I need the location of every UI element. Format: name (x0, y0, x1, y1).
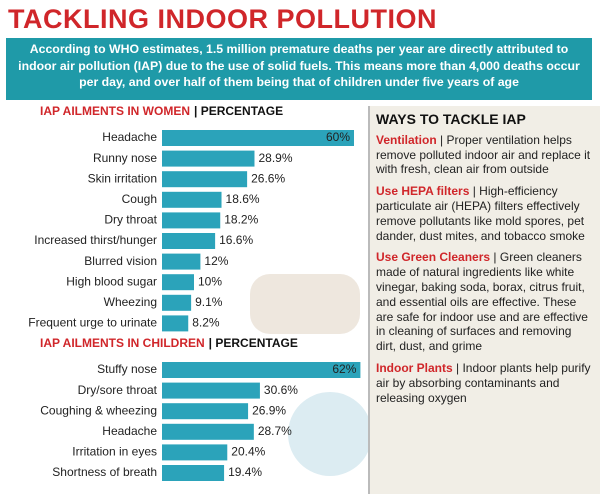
value-label: 28.7% (258, 424, 292, 438)
tip-heading: Indoor Plants (376, 360, 453, 375)
value-label: 8.2% (192, 316, 220, 330)
chart-subtitle: | PERCENTAGE (209, 336, 298, 350)
bar (162, 171, 248, 188)
value-label: 12% (204, 254, 228, 268)
bar (162, 253, 201, 270)
chart-title: IAP AILMENTS IN CHILDREN | PERCENTAGE (40, 336, 298, 350)
category-label: Coughing & wheezing (40, 403, 157, 417)
category-label: Skin irritation (88, 171, 157, 185)
value-label: 16.6% (219, 233, 253, 247)
intro: According to WHO estimates, 1.5 million … (6, 38, 592, 100)
page-title: TACKLING INDOOR POLLUTION (8, 4, 437, 34)
category-label: Irritation in eyes (72, 445, 157, 459)
bar (162, 403, 249, 420)
value-label: 62% (332, 362, 356, 376)
tip-text: | Indoor plants help purify air by absor… (376, 360, 591, 405)
sidebar: WAYS TO TACKLE IAP Ventilation | Proper … (368, 106, 600, 494)
bar (162, 212, 221, 229)
tip-text: | Green cleaners made of natural ingredi… (376, 250, 588, 354)
value-label: 19.4% (228, 465, 262, 479)
bar (162, 423, 254, 440)
tip-text: | Proper ventilation helps remove pollut… (376, 132, 591, 177)
sidebar-title: WAYS TO TACKLE IAP (376, 111, 526, 127)
photo-placeholder (250, 274, 360, 334)
category-label: Dry throat (104, 213, 157, 227)
bar (162, 191, 222, 208)
category-label: Stuffy nose (97, 362, 157, 376)
chart-title-text: IAP AILMENTS IN WOMEN (40, 104, 190, 118)
value-label: 18.2% (224, 213, 258, 227)
value-label: 10% (198, 274, 222, 288)
tip-text: | High-efficiency particulate air (HEPA)… (376, 184, 585, 243)
bar (162, 150, 255, 167)
bar (162, 444, 228, 461)
category-label: High blood sugar (66, 274, 157, 288)
category-label: Shortness of breath (52, 465, 157, 479)
bar (162, 465, 225, 481)
category-label: Cough (122, 192, 157, 206)
category-label: Frequent urge to urinate (28, 316, 157, 330)
chart-title-text: IAP AILMENTS IN CHILDREN (40, 336, 205, 350)
tip: Indoor Plants | Indoor plants help purif… (376, 361, 594, 405)
tip: Ventilation | Proper ventilation helps r… (376, 133, 594, 177)
bar (162, 274, 194, 291)
value-label: 26.9% (252, 403, 286, 417)
value-label: 26.6% (251, 171, 285, 185)
tip: Use HEPA filters | High-efficiency parti… (376, 184, 594, 243)
value-label: 30.6% (264, 383, 298, 397)
category-label: Wheezing (104, 295, 157, 309)
tip-heading: Use HEPA filters (376, 184, 470, 199)
value-label: 60% (326, 130, 350, 144)
category-label: Blurred vision (84, 254, 157, 268)
bar (162, 382, 260, 399)
tip: Use Green Cleaners | Green cleaners made… (376, 250, 594, 354)
tip-heading: Use Green Cleaners (376, 250, 491, 265)
value-label: 18.6% (226, 192, 260, 206)
category-label: Increased thirst/hunger (34, 233, 157, 247)
value-label: 28.9% (258, 151, 292, 165)
charts: IAP AILMENTS IN WOMEN | PERCENTAGE Headach… (28, 104, 368, 481)
bar (162, 315, 189, 332)
illustration (288, 392, 368, 476)
chart-subtitle: | PERCENTAGE (194, 104, 283, 118)
value-label: 20.4% (231, 445, 265, 459)
category-label: Headache (102, 424, 157, 438)
bar (162, 130, 354, 146)
category-label: Headache (102, 130, 157, 144)
value-label: 9.1% (195, 295, 223, 309)
category-label: Runny nose (93, 151, 157, 165)
category-label: Dry/sore throat (78, 383, 158, 397)
chart-title: IAP AILMENTS IN WOMEN | PERCENTAGE (40, 104, 283, 118)
tip-heading: Ventilation (376, 132, 437, 147)
bar (162, 233, 216, 249)
bar (162, 294, 192, 311)
bar (162, 362, 361, 378)
